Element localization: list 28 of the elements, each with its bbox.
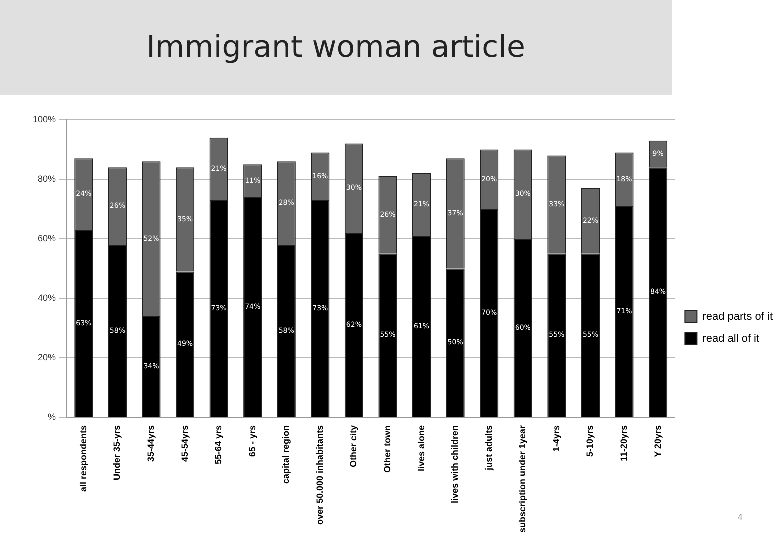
x-tick-label: over 50.000 inhabitants xyxy=(314,425,325,526)
x-tick-label: 45-54yrs xyxy=(180,425,190,462)
x-tick-label: 1-4yrs xyxy=(551,425,562,452)
x-tick-label: Y 20yrs xyxy=(652,425,663,458)
y-tick-label: 100% xyxy=(32,114,56,124)
x-tick-label: Other town xyxy=(382,425,392,473)
legend-label: read parts of it xyxy=(702,311,774,324)
x-tick-label: 5-10yrs xyxy=(585,425,596,457)
x-tick-label: lives alone xyxy=(416,425,426,472)
y-tick-label: 40% xyxy=(38,292,56,303)
x-tick-label: lives with children xyxy=(450,425,460,504)
x-tick-label: capital region xyxy=(281,425,292,484)
x-tick-label: Under 35-yrs xyxy=(112,425,122,480)
x-tick-label: subscription under 1year xyxy=(518,424,528,533)
y-tick-label: 20% xyxy=(38,352,56,362)
x-tick-label: 35-44yrs xyxy=(146,425,156,462)
x-tick-label: Other city xyxy=(348,425,359,468)
chart-title: Immigrant woman article xyxy=(0,0,672,95)
x-tick-label: just adults xyxy=(484,425,494,472)
x-tick-label: 11-20yrs xyxy=(618,425,629,462)
legend-label: read all of it xyxy=(702,333,760,346)
x-tick-label: 65 - yrs xyxy=(247,425,258,457)
text: 4 xyxy=(738,513,743,522)
y-tick-label: % xyxy=(48,412,56,422)
y-tick-label: 80% xyxy=(38,174,56,184)
y-tick-label: 60% xyxy=(38,233,56,244)
x-tick-label: 55-64 yrs xyxy=(214,425,224,465)
x-tick-label: all respondents xyxy=(78,425,88,492)
